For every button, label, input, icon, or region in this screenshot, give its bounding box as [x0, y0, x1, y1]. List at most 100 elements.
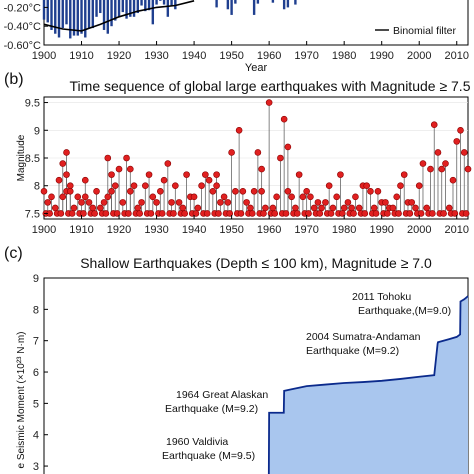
panel-b-point — [389, 204, 397, 212]
panel-c-y-tick-label: 9 — [33, 273, 39, 285]
panel-a-bar — [129, 0, 132, 17]
panel-a-bar — [80, 0, 83, 34]
panel-a-bar — [256, 0, 260, 4]
panel-b-point — [408, 199, 416, 206]
panel-b-point — [393, 193, 401, 201]
panel-a-x-tick-label: 1940 — [182, 50, 206, 62]
panel-b-point — [322, 199, 329, 206]
panel-b: (b) Time sequence of global large earthq… — [4, 71, 472, 236]
panel-a-bars — [42, 0, 297, 39]
panel-b-point — [108, 187, 115, 195]
panel-b-point — [248, 210, 256, 217]
panel-b-point — [175, 199, 183, 206]
panel-a-bar — [286, 0, 290, 8]
panel-b-y-tick-label: 8 — [34, 181, 40, 193]
panel-a-y-tick-label: -0.60°C — [4, 40, 41, 52]
panel-b-point — [209, 187, 217, 195]
panel-a-bar — [151, 0, 155, 25]
panel-b-point — [462, 210, 470, 217]
panel-a-bar — [155, 0, 158, 5]
panel-b-y-ticks: 9.5 9 8.5 8 7.5 — [25, 98, 48, 220]
panel-b-point — [406, 210, 414, 217]
panel-b-point — [438, 165, 446, 173]
panel-a-x-tick-label: 1980 — [332, 50, 356, 62]
annotation-alaska-line2: Earthquake (M=9.2) — [165, 403, 258, 415]
panel-b-point — [429, 210, 436, 217]
panel-c-y-tick-label: 6 — [33, 367, 39, 379]
annotation-valdivia-line1: 1960 Valdivia — [166, 436, 228, 448]
panel-b-point — [295, 171, 303, 178]
panel-b-point — [157, 187, 164, 195]
panel-a-x-tick-label: 1970 — [294, 50, 318, 62]
panel-a-bar — [166, 0, 170, 17]
panel-b-x-tick-label: 1910 — [69, 224, 93, 236]
panel-a: -0.20°C-0.40°C-0.60°C 1900 1910 1920 1930 19… — [4, 0, 469, 74]
panel-b-point — [239, 187, 247, 195]
panel-a-bar — [125, 0, 128, 19]
panel-b-point — [440, 210, 447, 217]
panel-a-x-tick-label: 1990 — [369, 50, 393, 62]
panel-b-point — [258, 165, 265, 173]
panel-a-bar — [72, 0, 76, 36]
panel-b-stems — [43, 102, 469, 214]
panel-b-point — [68, 210, 76, 217]
panel-b-point — [59, 193, 67, 201]
panel-b-point — [134, 204, 142, 212]
panel-b-y-tick-label: 9 — [34, 125, 40, 137]
panel-b-point — [265, 99, 273, 106]
panel-c-y-tick-label: 3 — [33, 461, 39, 473]
panel-b-point — [74, 193, 82, 201]
panel-b-point — [269, 204, 277, 212]
panel-b-point — [202, 171, 209, 178]
panel-b-point — [190, 193, 198, 201]
panel-c-y-ticks: 9 8 7 6 5 4 3 — [33, 273, 48, 473]
panel-c-y-tick-label: 4 — [33, 430, 39, 442]
panel-b-point — [70, 204, 78, 212]
panel-b-x-tick-label: 1920 — [107, 224, 131, 236]
panel-b-point — [427, 165, 434, 173]
panel-a-bar — [174, 0, 177, 10]
panel-b-x-tick-label: 1960 — [257, 224, 281, 236]
panel-b-point — [344, 199, 352, 206]
panel-a-bar — [230, 0, 233, 15]
panel-a-xlabel: Year — [245, 62, 268, 74]
panel-b-point — [213, 182, 220, 190]
panel-b-point — [130, 182, 138, 190]
panel-b-point — [145, 171, 153, 178]
panel-a-bar — [50, 0, 53, 30]
panel-a-y-tick-label: -0.20°C — [4, 2, 41, 14]
panel-b-point — [96, 204, 104, 212]
panel-c-y-tick-label: 8 — [33, 304, 39, 316]
panel-b-point — [419, 160, 427, 167]
panel-b-point — [237, 210, 245, 217]
panel-b-point — [384, 210, 391, 217]
panel-b-point — [325, 182, 333, 190]
panel-b-point — [113, 210, 121, 217]
panel-b-point — [127, 165, 134, 173]
panel-a-bar — [252, 0, 256, 15]
panel-b-point — [460, 149, 468, 156]
panel-a-bar — [87, 0, 91, 29]
panel-a-x-tick-label: 1930 — [144, 50, 168, 62]
panel-a-bar — [159, 0, 162, 1]
panel-c-y-tick-label: 5 — [33, 398, 39, 410]
panel-b-point — [57, 210, 65, 217]
panel-b-point — [350, 210, 357, 217]
panel-c-y-tick-label: 7 — [33, 336, 39, 348]
panel-b-point — [136, 210, 143, 217]
panel-b-point — [153, 199, 160, 206]
panel-b-point — [205, 176, 213, 184]
annotation-tohoku-line2: Earthquake,(M=9.0) — [358, 305, 451, 317]
panel-b-point — [66, 182, 74, 190]
panel-b-point — [89, 204, 97, 212]
panel-b-point — [329, 204, 337, 212]
panel-b-point — [340, 204, 348, 212]
panel-a-bar — [226, 0, 230, 10]
panel-b-point — [339, 210, 346, 217]
panel-a-bar — [84, 0, 87, 38]
panel-a-x-tick-label: 1960 — [257, 50, 281, 62]
panel-b-point — [254, 149, 262, 156]
panel-a-bar — [69, 0, 72, 39]
panel-a-bar — [234, 0, 237, 4]
panel-c-title: Shallow Earthquakes (Depth ≤ 100 km), Ma… — [80, 255, 432, 271]
